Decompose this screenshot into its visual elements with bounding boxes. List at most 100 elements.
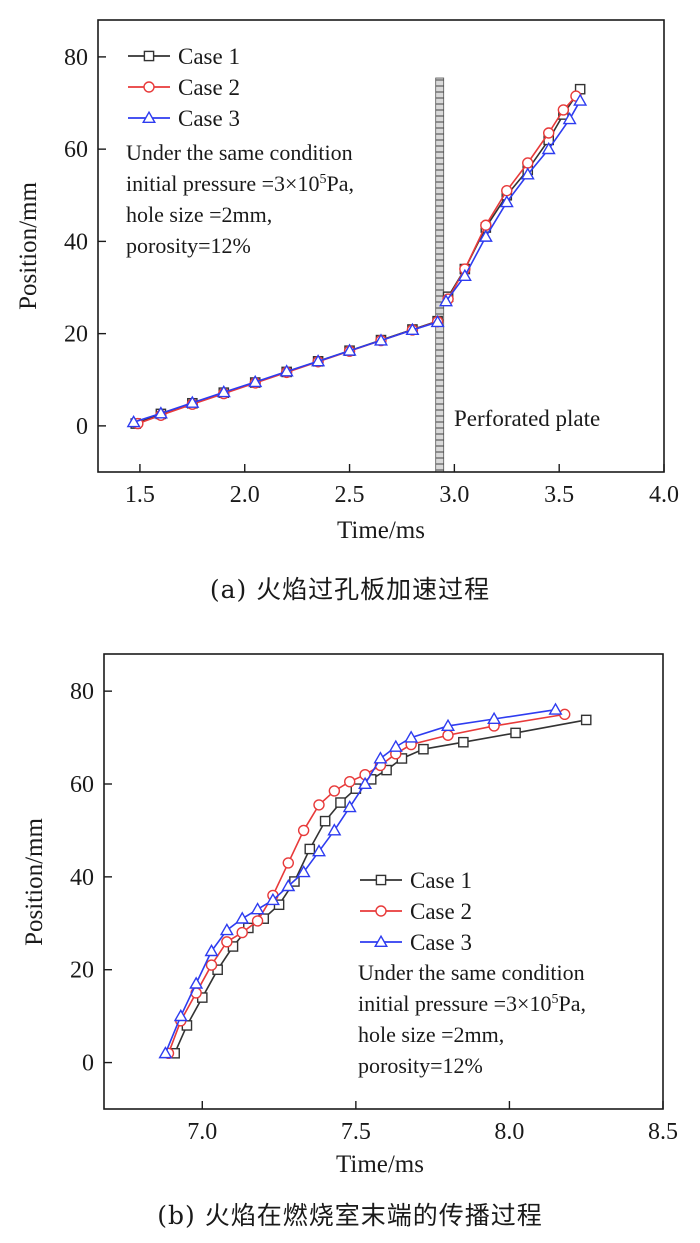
data-point-case-3 [279, 364, 294, 377]
data-point-case-3 [342, 800, 357, 813]
annotation-line-2: initial pressure =3×105Pa, [126, 171, 354, 196]
x-tick-label: 2.0 [230, 482, 260, 508]
caption-a: (a) 火焰过孔板加速过程 [209, 575, 491, 604]
data-point-case-1 [510, 727, 521, 739]
data-point-case-2 [221, 936, 233, 948]
data-point-case-1 [458, 736, 469, 748]
data-point-case-3 [216, 384, 231, 398]
data-point-case-3 [520, 167, 535, 180]
perforated-plate [435, 77, 445, 473]
y-tick-label: 0 [76, 414, 88, 440]
y-tick-label: 60 [64, 137, 88, 163]
data-point-case-1 [304, 843, 316, 855]
chart-a-plot [126, 77, 588, 473]
x-tick-label: 3.5 [544, 482, 574, 508]
chart-b-xlabel: Time/ms [336, 1151, 424, 1178]
x-tick-label: 4.0 [649, 482, 679, 508]
data-point-case-3 [548, 702, 563, 715]
data-point-case-3 [438, 294, 453, 307]
data-point-case-2 [313, 799, 325, 811]
data-point-case-3 [185, 395, 200, 408]
data-point-case-2 [480, 219, 492, 231]
data-point-case-3 [158, 1046, 173, 1059]
legend-label-case-1: Case 1 [410, 868, 472, 893]
data-point-case-3 [440, 718, 456, 732]
data-point-case-3 [235, 911, 250, 924]
data-point-case-3 [430, 314, 445, 328]
data-point-case-2 [522, 157, 534, 169]
data-point-case-2 [251, 915, 264, 927]
data-point-case-3 [388, 739, 403, 752]
x-tick-label: 2.5 [335, 482, 365, 508]
data-point-case-3 [311, 844, 327, 857]
data-point-case-1 [335, 797, 346, 808]
legend-label-case-3: Case 3 [410, 930, 472, 955]
data-point-case-3 [189, 976, 204, 989]
chart-a: 1.5 2.0 2.5 3.0 3.5 4.0 0 20 40 60 80 Time/ms Posi… [15, 19, 679, 544]
x-tick-label: 8.5 [648, 1119, 678, 1145]
y-tick-label: 80 [70, 679, 94, 705]
chart-b-ticks: 7.0 7.5 8.0 8.5 0 20 40 60 80 [70, 679, 678, 1145]
chart-a-plate-label: Perforated plate [454, 406, 600, 431]
data-point-case-3 [373, 333, 389, 346]
data-point-case-3 [478, 229, 493, 242]
data-point-case-2 [236, 926, 248, 939]
x-tick-label: 1.5 [125, 482, 155, 508]
data-point-case-3 [358, 776, 373, 790]
y-tick-label: 60 [70, 772, 94, 798]
annotation-line-4: porosity=12% [126, 233, 251, 258]
data-point-case-2 [501, 184, 513, 197]
data-point-case-3 [373, 751, 388, 764]
annotation-line-3: hole size =2mm, [126, 202, 272, 227]
data-point-case-3 [457, 268, 472, 282]
data-point-case-2 [328, 785, 341, 797]
data-point-case-3 [173, 1008, 188, 1022]
data-point-case-3 [248, 374, 263, 388]
data-point-case-1 [580, 714, 592, 726]
y-tick-label: 20 [70, 958, 94, 984]
data-point-case-3 [499, 194, 514, 208]
data-point-case-2 [543, 127, 555, 139]
legend-marker-case-1 [375, 874, 387, 886]
data-point-case-3 [296, 865, 311, 878]
data-point-case-3 [153, 406, 168, 419]
y-tick-label: 20 [64, 322, 88, 348]
legend-label-case-3: Case 3 [178, 106, 240, 131]
legend-marker-case-2 [143, 81, 155, 93]
chart-a-ticks: 1.5 2.0 2.5 3.0 3.5 4.0 0 20 40 60 80 [64, 45, 679, 508]
chart-a-xlabel: Time/ms [337, 517, 425, 544]
x-tick-label: 7.0 [187, 1119, 217, 1145]
data-point-case-2 [442, 729, 454, 741]
data-point-case-3 [562, 111, 577, 125]
chart-b: 7.0 7.5 8.0 8.5 0 20 40 60 80 Time/ms Position/m… [21, 653, 678, 1178]
y-tick-label: 40 [64, 229, 88, 255]
annotation-line-4: porosity=12% [358, 1053, 483, 1078]
data-point-case-3 [342, 343, 357, 356]
legend-label-case-1: Case 1 [178, 44, 240, 69]
legend-label-case-2: Case 2 [178, 75, 240, 100]
data-point-case-3 [327, 823, 342, 836]
chart-b-frame [103, 653, 664, 1110]
chart-b-annotation: Under the same condition initial pressur… [358, 960, 586, 1078]
chart-b-legend: Case 1 Case 2 Case 3 [360, 868, 472, 955]
chart-a-annotation: Under the same condition initial pressur… [126, 140, 354, 258]
x-tick-label: 8.0 [494, 1119, 524, 1145]
caption-b: (b) 火焰在燃烧室末端的传播过程 [157, 1201, 543, 1230]
data-point-case-3 [541, 141, 556, 155]
legend-label-case-2: Case 2 [410, 899, 472, 924]
data-point-case-3 [311, 354, 326, 367]
data-point-case-3 [487, 711, 502, 725]
data-point-case-1 [418, 743, 429, 755]
annotation-line-2: initial pressure =3×105Pa, [358, 991, 586, 1016]
legend-marker-case-3 [373, 934, 389, 948]
data-point-case-3 [281, 878, 296, 892]
data-point-case-3 [404, 730, 419, 743]
data-point-case-2 [282, 857, 294, 869]
chart-a-ylabel: Position/mm [15, 182, 42, 310]
x-tick-label: 3.0 [439, 482, 469, 508]
legend-marker-case-1 [143, 50, 155, 62]
data-point-case-3 [126, 414, 141, 428]
chart-a-legend: Case 1 Case 2 Case 3 [128, 44, 240, 131]
legend-marker-case-2 [375, 905, 387, 917]
annotation-line-3: hole size =2mm, [358, 1022, 504, 1047]
